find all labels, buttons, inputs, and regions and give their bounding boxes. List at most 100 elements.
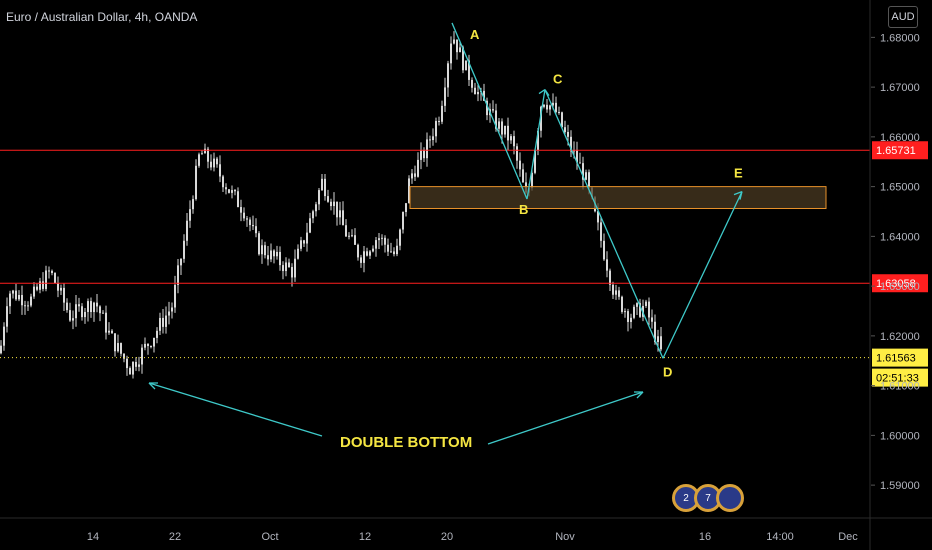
candle-body	[477, 91, 479, 95]
candle-body	[159, 317, 161, 331]
candle-body	[63, 287, 65, 303]
candle-body	[336, 201, 338, 218]
candle-body	[432, 136, 434, 141]
candle-body	[279, 251, 281, 266]
candle-body	[198, 154, 200, 166]
candle-body	[357, 244, 359, 258]
candle-body	[414, 173, 416, 177]
candle-body	[600, 222, 602, 241]
candle-body	[321, 178, 323, 191]
y-tick-label: 1.65000	[880, 182, 920, 194]
candle-body	[33, 286, 35, 297]
y-tick-label: 1.67000	[880, 82, 920, 94]
candle-body	[381, 237, 383, 239]
candle-body	[561, 112, 563, 128]
event-badge[interactable]: 2 7	[672, 484, 744, 516]
y-tick-label: 1.63000	[880, 281, 920, 293]
candle-body	[294, 258, 296, 278]
candle-body	[42, 281, 44, 289]
candle-body	[441, 105, 443, 122]
current-price-label: 1.61563	[876, 353, 916, 365]
candle-body	[648, 301, 650, 318]
countdown-tag	[872, 368, 928, 387]
candle-body	[3, 326, 5, 346]
candle-body	[252, 225, 254, 227]
candle-body	[72, 318, 74, 321]
candle-body	[246, 218, 248, 220]
wave-label-c: C	[553, 72, 563, 87]
candle-body	[510, 136, 512, 141]
arrow-head-right	[634, 391, 644, 399]
candle-body	[378, 238, 380, 241]
pattern-leg	[451, 22, 528, 200]
candle-body	[315, 204, 317, 212]
candle-body	[456, 39, 458, 53]
pattern-leg	[662, 191, 743, 359]
candle-body	[183, 240, 185, 259]
candle-body	[228, 189, 230, 193]
candle-body	[660, 336, 662, 350]
candle-body	[81, 306, 83, 318]
candle-body	[405, 203, 407, 212]
candle-body	[363, 251, 365, 263]
candle-body	[144, 343, 146, 348]
candle-body	[285, 262, 287, 272]
candle-body	[213, 158, 215, 168]
candle-body	[141, 347, 143, 365]
candle-body	[267, 255, 269, 260]
candle-body	[342, 210, 344, 226]
candle-body	[504, 125, 506, 135]
candle-body	[264, 245, 266, 256]
y-tick-label: 1.66000	[880, 132, 920, 144]
candle-body	[291, 267, 293, 278]
candle-body	[24, 305, 26, 307]
candle-body	[546, 104, 548, 110]
candle-body	[210, 161, 212, 168]
candle-body	[147, 343, 149, 347]
candle-body	[234, 190, 236, 192]
candle-body	[30, 296, 32, 306]
candle-body	[651, 317, 653, 322]
arrow-head-e	[733, 190, 743, 200]
y-tick-label: 1.68000	[880, 32, 920, 44]
candle-body	[21, 295, 23, 306]
candle-body	[366, 251, 368, 256]
x-tick-label: 14	[87, 531, 99, 543]
candle-body	[345, 225, 347, 237]
y-tick-label: 1.62000	[880, 331, 920, 343]
arrow-head-left	[148, 382, 158, 390]
candle-body	[96, 302, 98, 307]
candle-body	[516, 146, 518, 161]
candle-body	[87, 301, 89, 312]
candle-body	[288, 262, 290, 268]
candle-body	[426, 139, 428, 159]
candle-body	[318, 190, 320, 205]
candle-body	[45, 270, 47, 289]
candle-body	[69, 310, 71, 321]
candle-body	[486, 100, 488, 116]
candle-body	[567, 131, 569, 137]
candle-body	[360, 257, 362, 263]
support-zone	[409, 186, 827, 210]
candle-body	[117, 343, 119, 352]
candle-body	[549, 105, 551, 110]
candle-body	[597, 211, 599, 223]
candle-body	[582, 163, 584, 180]
candle-body	[237, 191, 239, 208]
candle-body	[201, 153, 203, 155]
candle-body	[447, 63, 449, 88]
y-tick-label: 1.60000	[880, 430, 920, 442]
candle-body	[6, 306, 8, 327]
candle-body	[444, 87, 446, 106]
candle-body	[390, 251, 392, 253]
candle-body	[519, 160, 521, 170]
wave-label-b: B	[519, 202, 528, 217]
wave-label-a: A	[470, 27, 480, 42]
countdown-label: 02:51:33	[876, 373, 919, 385]
candle-body	[624, 311, 626, 313]
candle-body	[306, 232, 308, 244]
price-tag-label: 1.63058	[876, 278, 916, 290]
x-tick-label: 20	[441, 531, 453, 543]
currency-button[interactable]: AUD	[888, 6, 918, 28]
